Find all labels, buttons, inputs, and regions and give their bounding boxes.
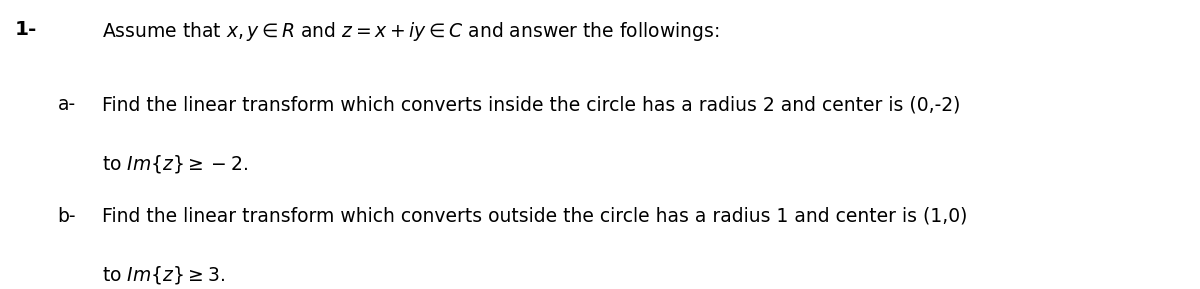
- Text: b-: b-: [58, 207, 76, 226]
- Text: to $Im\{z\} \geq 3$.: to $Im\{z\} \geq 3$.: [102, 264, 226, 286]
- Text: Find the linear transform which converts outside the circle has a radius 1 and c: Find the linear transform which converts…: [102, 207, 967, 226]
- Text: a-: a-: [58, 95, 76, 114]
- Text: to $Im\{z\} \geq -2$.: to $Im\{z\} \geq -2$.: [102, 153, 248, 175]
- Text: Find the linear transform which converts inside the circle has a radius 2 and ce: Find the linear transform which converts…: [102, 95, 960, 114]
- Text: Assume that $x, y \in R$ and $z = x + iy \in C$ and answer the followings:: Assume that $x, y \in R$ and $z = x + iy…: [102, 20, 720, 43]
- Text: 1-: 1-: [14, 20, 37, 39]
